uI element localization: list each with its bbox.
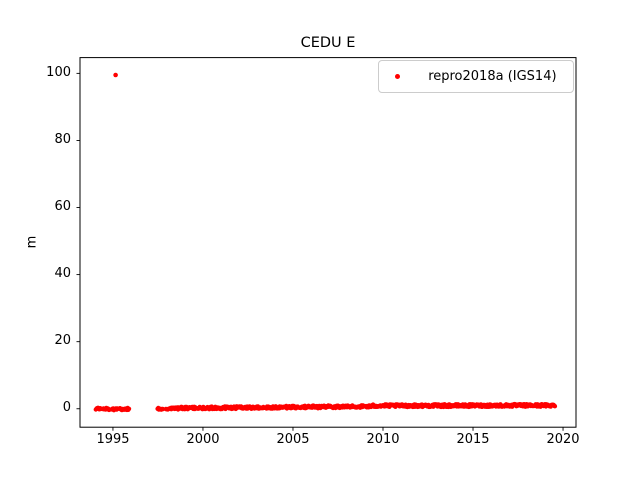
y-tick-label: 100 — [46, 65, 71, 80]
scatter-point — [126, 406, 132, 411]
y-tick-label: 0 — [62, 400, 71, 415]
legend-dot-marker-icon — [395, 73, 401, 80]
x-tick-label: 2000 — [186, 432, 220, 447]
legend-label: repro2018a (IGS14) — [428, 69, 557, 84]
x-tick-label: 2015 — [456, 432, 490, 447]
axes-spine — [79, 57, 577, 428]
y-tick-label: 80 — [54, 132, 71, 147]
scatter-point — [552, 404, 558, 409]
chart-title: CEDU E — [300, 35, 356, 51]
legend: repro2018a (IGS14) — [378, 60, 574, 93]
x-tick-label: 2020 — [546, 432, 580, 447]
y-tick-label: 40 — [54, 266, 71, 281]
data-points — [93, 72, 558, 413]
y-tick-label: 20 — [54, 333, 71, 348]
x-tick-label: 2005 — [276, 432, 310, 447]
x-tick-label: 2010 — [366, 432, 400, 447]
outlier-point — [113, 72, 118, 78]
y-axis-label: m — [24, 235, 40, 249]
x-tick-label: 1995 — [96, 432, 130, 447]
y-tick-label: 60 — [54, 199, 71, 214]
